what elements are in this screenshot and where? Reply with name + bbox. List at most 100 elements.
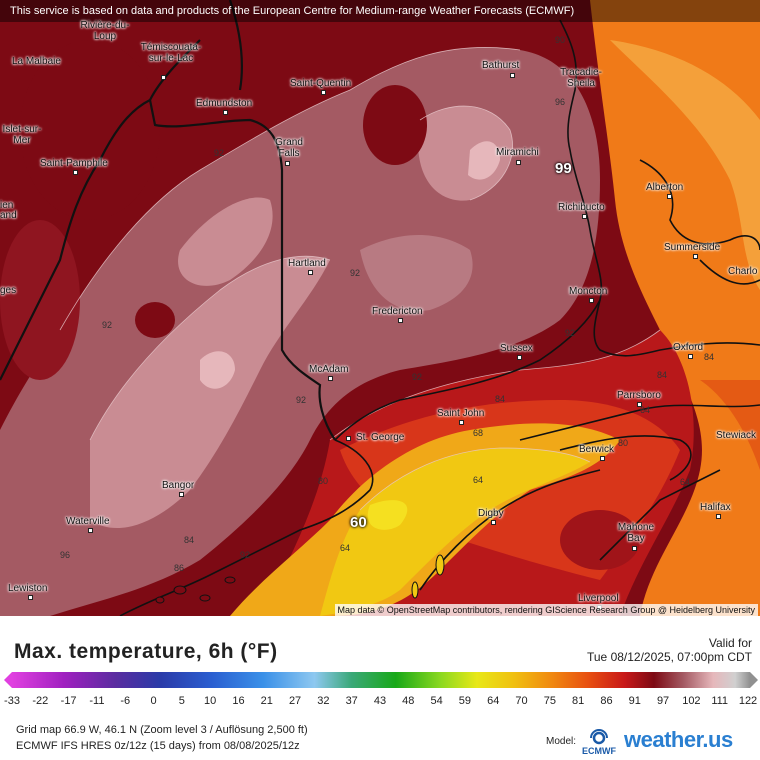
- isoline-label: 86: [174, 563, 185, 573]
- isoline-label: 92: [350, 268, 361, 278]
- city-marker: [88, 528, 93, 533]
- city-label: Saint-Quentin: [290, 78, 352, 89]
- scale-tick: 27: [288, 695, 302, 707]
- scale-tick: 111: [711, 695, 729, 707]
- city-label: Halifax: [700, 502, 731, 513]
- map-attribution: Map data © OpenStreetMap contributors, r…: [334, 604, 758, 616]
- city-marker: [223, 110, 228, 115]
- scale-tick: -11: [89, 695, 105, 707]
- city-label: Edmundston: [196, 98, 253, 109]
- city-label: Parrsboro: [617, 390, 661, 401]
- ecmwf-logo-icon: [590, 729, 608, 745]
- city-label: Digby: [478, 508, 504, 519]
- city-label: McAdam: [309, 364, 349, 375]
- city-label: Témiscouata-sur-le-Lac: [140, 42, 202, 64]
- edge-label: ges: [0, 285, 17, 296]
- min-value-label: 60: [350, 514, 367, 531]
- scale-tick: 59: [458, 695, 472, 707]
- city-label: Waterville: [66, 516, 110, 527]
- city-marker: [517, 355, 522, 360]
- city-marker: [73, 170, 78, 175]
- scale-tick: 54: [430, 695, 443, 707]
- isoline-label: 64: [680, 477, 691, 487]
- city-label: Tracadie-Sheila: [560, 67, 602, 89]
- city-label: Alberton: [646, 182, 684, 193]
- city-label: La Malbaie: [12, 56, 61, 67]
- city-label: Fredericton: [372, 306, 423, 317]
- scale-tick: 102: [682, 695, 701, 707]
- scale-tick: 37: [345, 695, 358, 707]
- scale-tick: 16: [232, 695, 245, 707]
- brand-logo[interactable]: weather.us: [624, 727, 733, 752]
- isoline-label: 92: [102, 320, 113, 330]
- scale-tick: 75: [543, 695, 556, 707]
- isoline-label: 92: [240, 550, 251, 560]
- forecast-map[interactable]: This service is based on data and produc…: [0, 0, 760, 616]
- model-label: Model:: [546, 736, 577, 747]
- city-label: Oxford: [673, 342, 704, 353]
- city-marker: [321, 90, 326, 95]
- isoline-label: 96: [555, 97, 566, 107]
- city-label: St. George: [356, 432, 405, 443]
- scale-tick: 5: [178, 695, 185, 707]
- city-marker: [161, 75, 166, 80]
- city-marker: [582, 214, 587, 219]
- isoline-label: 64: [640, 405, 651, 415]
- max-value-label: 99: [555, 160, 572, 177]
- isoline-label: 64: [340, 543, 351, 553]
- model-name: ECMWF: [582, 746, 616, 756]
- scale-tick: 0: [150, 695, 157, 707]
- isoline-label: 96: [60, 550, 71, 560]
- city-label: Islet-sur-Mer: [2, 124, 42, 146]
- legend-panel: Max. temperature, 6h (°F) Valid for Tue …: [0, 616, 760, 760]
- isoline-label: 92: [214, 148, 225, 158]
- city-label: Liverpool: [578, 593, 619, 604]
- city-marker: [459, 420, 464, 425]
- isoline-label: 80: [618, 438, 629, 448]
- scale-tick: 70: [515, 695, 528, 707]
- city-label: Hartland: [288, 258, 326, 269]
- temperature-field: [0, 0, 760, 616]
- city-label: Moncton: [569, 286, 608, 297]
- isoline-label: 64: [473, 475, 484, 485]
- city-label: Sussex: [500, 343, 533, 354]
- city-label: Lewiston: [8, 583, 48, 594]
- scale-tick: 122: [738, 695, 758, 707]
- scale-tick: 91: [628, 695, 641, 707]
- isoline-label: 84: [657, 370, 668, 380]
- city-label: Charlo: [728, 266, 758, 277]
- city-marker: [600, 456, 605, 461]
- city-marker: [491, 520, 496, 525]
- city-label: Richibucto: [558, 202, 605, 213]
- city-marker: [179, 492, 184, 497]
- scale-tick: -33: [4, 695, 20, 707]
- city-marker: [285, 161, 290, 166]
- scale-tick: 86: [600, 695, 613, 707]
- valid-time: Tue 08/12/2025, 07:00pm CDT: [587, 650, 752, 664]
- city-marker: [589, 298, 594, 303]
- city-marker: [637, 402, 642, 407]
- scale-tick: 32: [317, 695, 330, 707]
- scale-tick-labels: -33 -22 -17 -11 -6 0 5 10 16 21 27 32 37 43 48 54 59 64 70…: [4, 695, 757, 709]
- scale-tick: -17: [60, 695, 77, 707]
- city-label: Mahone Bay: [617, 522, 655, 544]
- grid-info: Grid map 66.9 W, 46.1 N (Zoom level 3 / …: [16, 724, 308, 736]
- isoline-label: 68: [473, 428, 484, 438]
- ecmwf-notice: This service is based on data and produc…: [0, 0, 760, 22]
- scale-tick: 48: [402, 695, 415, 707]
- city-label: Berwick: [579, 444, 615, 455]
- city-label: Grand Falls: [275, 137, 303, 159]
- valid-label: Valid for: [708, 636, 752, 650]
- city-label: Miramichi: [496, 147, 539, 158]
- city-label: Stewiack: [716, 430, 757, 441]
- city-label: Rivière-du-Loup: [80, 20, 130, 42]
- legend-title: Max. temperature, 6h (°F): [14, 640, 278, 663]
- city-marker: [693, 254, 698, 259]
- scale-tick: 10: [204, 695, 217, 707]
- edge-label: and: [0, 210, 17, 221]
- city-label: Bathurst: [482, 60, 520, 71]
- scale-tick: -6: [120, 695, 131, 707]
- isoline-label: 84: [184, 535, 195, 545]
- city-marker: [346, 436, 351, 441]
- color-scale-bar: [4, 672, 758, 688]
